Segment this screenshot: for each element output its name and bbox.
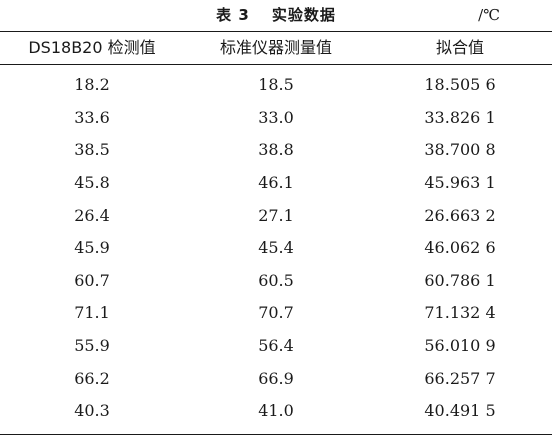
table-title: 实验数据 <box>271 6 336 24</box>
cell-standard: 46.1 <box>258 173 294 193</box>
cell-standard: 18.5 <box>258 75 294 95</box>
cell-fitted: 33.826 1 <box>424 107 496 127</box>
table-header-row: DS18B20 检测值 标准仪器测量值 拟合值 <box>0 32 552 65</box>
cell-ds18b20: 60.7 <box>74 270 110 290</box>
table-row: 38.5 38.8 38.700 8 <box>0 134 552 167</box>
table-row: 55.9 56.4 56.010 9 <box>0 330 552 363</box>
table-row: 71.1 70.7 71.132 4 <box>0 297 552 330</box>
cell-standard: 70.7 <box>258 303 294 323</box>
cell-fitted: 66.257 7 <box>424 368 496 388</box>
unit-label: /℃ <box>478 6 500 24</box>
cell-fitted: 60.786 1 <box>424 270 496 290</box>
cell-ds18b20: 45.8 <box>74 173 110 193</box>
cell-ds18b20: 38.5 <box>74 140 110 160</box>
cell-ds18b20: 66.2 <box>74 368 110 388</box>
table-row: 18.2 18.5 18.505 6 <box>0 69 552 102</box>
table-row: 66.2 66.9 66.257 7 <box>0 362 552 395</box>
table-row: 26.4 27.1 26.663 2 <box>0 199 552 232</box>
table-row: 40.3 41.0 40.491 5 <box>0 395 552 428</box>
cell-standard: 38.8 <box>258 140 294 160</box>
header-ds18b20-value: DS18B20 检测值 <box>28 38 156 57</box>
cell-ds18b20: 40.3 <box>74 401 110 421</box>
cell-ds18b20: 55.9 <box>74 336 110 356</box>
table-row: 45.9 45.4 46.062 6 <box>0 232 552 265</box>
table-caption: 表 3 实验数据 /℃ <box>0 0 552 30</box>
cell-ds18b20: 26.4 <box>74 205 110 225</box>
cell-standard: 27.1 <box>258 205 294 225</box>
cell-standard: 45.4 <box>258 238 294 258</box>
table-row: 33.6 33.0 33.826 1 <box>0 102 552 135</box>
cell-standard: 60.5 <box>258 270 294 290</box>
cell-fitted: 40.491 5 <box>424 401 496 421</box>
cell-standard: 41.0 <box>258 401 294 421</box>
data-table: DS18B20 检测值 标准仪器测量值 拟合值 18.2 18.5 18.505… <box>0 31 552 435</box>
table-body: 18.2 18.5 18.505 6 33.6 33.0 33.826 1 38… <box>0 65 552 434</box>
cell-ds18b20: 71.1 <box>74 303 110 323</box>
cell-ds18b20: 18.2 <box>74 75 110 95</box>
header-fitted-value: 拟合值 <box>435 38 484 57</box>
table-row: 60.7 60.5 60.786 1 <box>0 265 552 298</box>
cell-fitted: 38.700 8 <box>424 140 496 160</box>
cell-standard: 66.9 <box>258 368 294 388</box>
table-row: 45.8 46.1 45.963 1 <box>0 167 552 200</box>
table-number-label: 表 3 <box>216 6 250 24</box>
cell-ds18b20: 33.6 <box>74 107 110 127</box>
cell-fitted: 71.132 4 <box>424 303 496 323</box>
caption-title-line: 表 3 实验数据 <box>0 6 552 24</box>
cell-ds18b20: 45.9 <box>74 238 110 258</box>
cell-fitted: 26.663 2 <box>424 205 496 225</box>
cell-fitted: 18.505 6 <box>424 75 496 95</box>
cell-fitted: 46.062 6 <box>424 238 496 258</box>
cell-fitted: 56.010 9 <box>424 336 496 356</box>
cell-fitted: 45.963 1 <box>424 173 496 193</box>
cell-standard: 56.4 <box>258 336 294 356</box>
header-standard-instrument-value: 标准仪器测量值 <box>219 38 332 57</box>
cell-standard: 33.0 <box>258 107 294 127</box>
